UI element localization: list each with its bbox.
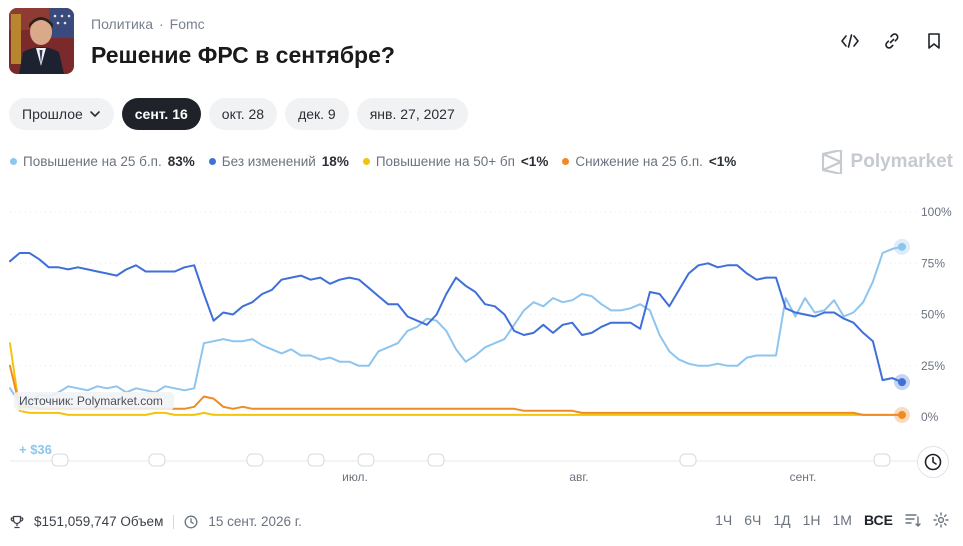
bookmark-button[interactable] [923, 30, 945, 52]
history-clock-button[interactable] [917, 446, 949, 478]
tab-sep-16[interactable]: сент. 16 [121, 98, 201, 130]
volume-text: $151,059,747 Объем [34, 514, 164, 529]
tab-jan-27-2027[interactable]: янв. 27, 2027 [356, 98, 468, 130]
legend-value: <1% [708, 154, 737, 169]
endpoint-cut-25[interactable] [898, 410, 906, 419]
legend-item-cut-25[interactable]: Снижение на 25 б.п. <1% [562, 154, 736, 169]
tab-oct-28[interactable]: окт. 28 [208, 98, 278, 130]
range-6h[interactable]: 6Ч [744, 512, 762, 528]
tab-past-dropdown[interactable]: Прошлое [9, 98, 114, 130]
breadcrumb-tag[interactable]: Fomc [169, 16, 205, 32]
range-1w[interactable]: 1Н [802, 512, 821, 528]
series-line-hike-50[interactable] [9, 342, 903, 416]
legend-dot [10, 158, 17, 165]
chart-legend: Повышение на 25 б.п. 83% Без изменений 1… [10, 154, 736, 169]
legend-label: Без изменений [221, 154, 316, 169]
breadcrumb: Политика · Fomc [91, 16, 205, 32]
timeline-marker[interactable] [307, 453, 325, 467]
chevron-down-icon [89, 111, 100, 117]
legend-dot [562, 158, 570, 165]
x-tick-label: июл. [342, 470, 368, 484]
legend-value: 18% [321, 154, 349, 169]
timeline-marker[interactable] [148, 453, 166, 467]
breadcrumb-separator: · [158, 16, 164, 32]
market-footer: $151,059,747 Объем 15 сент. 2026 г. [10, 514, 302, 529]
polymarket-brand: Polymarket [821, 150, 953, 174]
legend-label: Повышение на 25 б.п. [23, 154, 162, 169]
tab-dec-9[interactable]: дек. 9 [285, 98, 349, 130]
legend-value: <1% [520, 154, 549, 169]
x-tick-label: авг. [569, 470, 588, 484]
brand-name: Polymarket [850, 151, 953, 172]
range-1h[interactable]: 1Ч [715, 512, 733, 528]
calendar-icon [184, 515, 198, 528]
timeline-marker[interactable] [51, 453, 69, 467]
legend-value: 83% [167, 154, 195, 169]
legend-item-hike-50[interactable]: Повышение на 50+ бп <1% [362, 154, 549, 169]
range-1d[interactable]: 1Д [773, 512, 791, 528]
bookmark-icon [928, 33, 940, 49]
series-line-hike-25[interactable] [9, 245, 903, 406]
gear-icon[interactable] [933, 512, 949, 528]
page-title: Решение ФРС в сентябре? [91, 42, 395, 68]
timeline-marker[interactable] [679, 453, 697, 467]
legend-label: Повышение на 50+ бп [375, 154, 515, 169]
time-range-selector: 1Ч 6Ч 1Д 1Н 1М ВСЕ [715, 512, 949, 528]
copy-link-button[interactable] [881, 30, 903, 52]
source-label-bg [14, 392, 174, 410]
sort-icon[interactable] [905, 512, 921, 528]
range-1m[interactable]: 1М [832, 512, 852, 528]
y-tick-label: 75% [921, 256, 945, 270]
legend-label: Снижение на 25 б.п. [575, 154, 703, 169]
legend-dot [208, 158, 216, 165]
trophy-icon [10, 515, 24, 528]
embed-button[interactable] [839, 30, 861, 52]
legend-item-no-change[interactable]: Без изменений 18% [208, 154, 349, 169]
y-tick-label: 100% [921, 205, 952, 219]
legend-item-hike-25[interactable]: Повышение на 25 б.п. 83% [10, 154, 195, 169]
end-date-text: 15 сент. 2026 г. [208, 514, 302, 529]
avatar [9, 8, 74, 74]
endpoint-hike-25[interactable] [898, 242, 906, 251]
timeline-marker[interactable] [873, 453, 891, 467]
polymarket-logo-icon [821, 150, 842, 174]
footer-divider [173, 514, 175, 529]
series-line-no-change[interactable] [9, 252, 903, 384]
x-tick-label: сент. [790, 470, 817, 484]
timeline-marker[interactable] [246, 453, 264, 467]
breadcrumb-category[interactable]: Политика [91, 16, 153, 32]
source-label: Источник: Polymarket.com [19, 394, 163, 408]
timeline-marker[interactable] [357, 453, 375, 467]
y-tick-label: 25% [921, 359, 945, 373]
range-all[interactable]: ВСЕ [863, 512, 893, 528]
header-actions [839, 30, 945, 52]
endpoint-no-change[interactable] [898, 378, 906, 387]
market-header: Политика · Fomc Решение ФРС в сентябре? [9, 8, 963, 74]
link-icon [885, 33, 899, 49]
price-chart[interactable]: 100% 75% 50% 25% 0% июл. авг. сент. Источник: Po… [0, 196, 963, 496]
market-avatar-image [9, 8, 74, 74]
legend-dot [362, 158, 370, 165]
y-tick-label: 50% [921, 308, 945, 322]
timeline-marker[interactable] [427, 453, 445, 467]
date-tabs: Прошлое сент. 16 окт. 28 дек. 9 янв. 27,… [9, 98, 468, 130]
embed-code-icon [841, 34, 859, 48]
gain-label: + $36 [19, 442, 52, 457]
clock-icon [924, 453, 942, 471]
y-tick-label: 0% [921, 410, 939, 424]
tab-past-label: Прошлое [22, 106, 83, 122]
